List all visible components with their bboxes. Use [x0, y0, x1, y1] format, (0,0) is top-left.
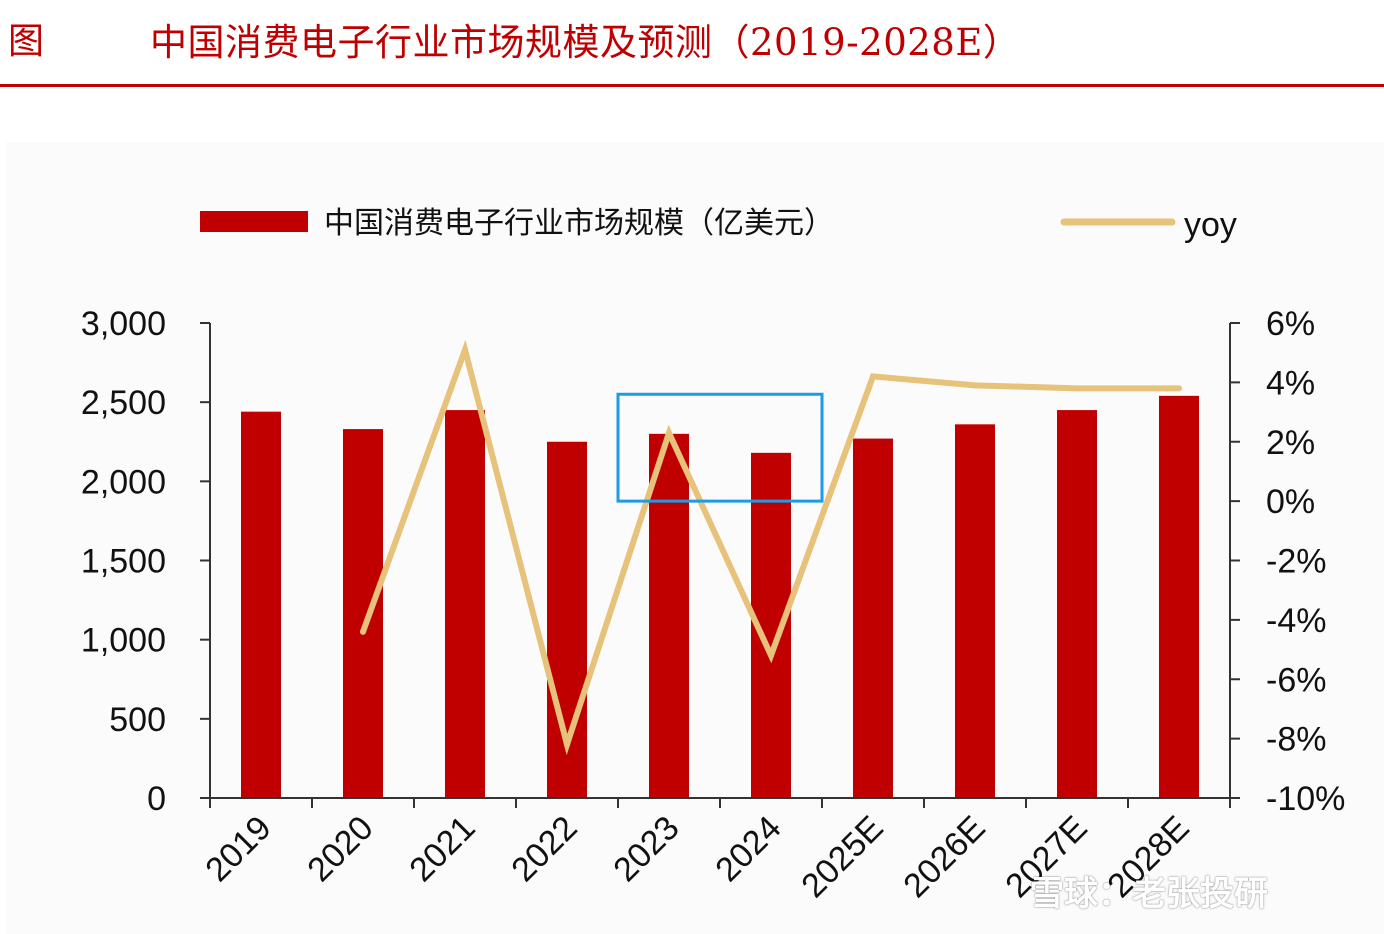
bar-2019 — [241, 411, 281, 798]
y-left-tick-label: 3,000 — [81, 305, 166, 343]
x-tick-label: 2019 — [198, 809, 278, 889]
x-tick-label: 2021 — [402, 809, 482, 889]
bar-2021 — [445, 410, 485, 798]
y-left-tick-label: 1,000 — [81, 622, 166, 660]
bar-2028E — [1159, 395, 1199, 798]
y-right-tick-label: 2% — [1266, 424, 1315, 462]
x-tick-label: 2025E — [794, 809, 890, 905]
bar-2023 — [649, 433, 689, 798]
figure-label: 图 — [8, 21, 45, 62]
plot-background — [6, 142, 1384, 934]
y-left-tick-label: 0 — [147, 780, 166, 818]
legend: 中国消费电子行业市场规模（亿美元） yoy — [200, 206, 1237, 244]
y-right-tick-label: -10% — [1266, 780, 1345, 818]
y-left-tick-label: 500 — [109, 701, 166, 739]
yoy-point-2022 — [564, 741, 570, 748]
yoy-point-2020 — [360, 628, 366, 635]
x-tick-label: 2026E — [896, 809, 992, 905]
bar-2027E — [1057, 410, 1097, 798]
yoy-point-2025E — [870, 373, 876, 380]
yoy-point-2028E — [1176, 385, 1182, 392]
x-tick-label: 2023 — [606, 809, 686, 889]
y-left-tick-label: 2,500 — [81, 384, 166, 422]
line-series — [360, 339, 1182, 756]
y-right-tick-label: -2% — [1266, 543, 1326, 581]
title-rule — [0, 84, 1384, 87]
bar-series — [241, 395, 1199, 798]
y-left-tick-label: 2,000 — [81, 463, 166, 501]
bar-2020 — [343, 429, 383, 798]
legend-label-line: yoy — [1184, 206, 1237, 244]
x-tick-label: 2024 — [708, 809, 788, 889]
chart-title: 中国消费电子行业市场规模及预测（2019-2028E） — [150, 21, 1021, 64]
y-right-tick-label: -8% — [1266, 721, 1326, 759]
yoy-point-2021 — [462, 346, 468, 353]
yoy-point-2027E — [1074, 385, 1080, 392]
y-right-tick-label: -4% — [1266, 602, 1326, 640]
legend-label-bar: 中国消费电子行业市场规模（亿美元） — [324, 206, 834, 241]
y-right-tick-label: 4% — [1266, 364, 1315, 402]
y-left-tick-label: 1,500 — [81, 543, 166, 581]
y-right-tick-label: 6% — [1266, 305, 1315, 343]
yoy-point-2026E — [972, 382, 978, 389]
highlight-box — [616, 392, 824, 503]
bar-2025E — [853, 438, 893, 798]
y-right-tick-label: 0% — [1266, 483, 1315, 521]
legend-swatch-bar — [200, 211, 308, 232]
y-right-tick-label: -6% — [1266, 661, 1326, 699]
yoy-point-2024 — [768, 652, 774, 659]
yoy-point-2023 — [666, 429, 672, 436]
x-tick-label: 2020 — [300, 809, 380, 889]
header: 图 中国消费电子行业市场规模及预测（2019-2028E） — [0, 0, 1384, 90]
watermark: 雪球：老张投研 — [1030, 874, 1268, 914]
x-tick-label: 2022 — [504, 809, 584, 889]
highlight-layer — [616, 392, 824, 503]
bar-2026E — [955, 424, 995, 798]
